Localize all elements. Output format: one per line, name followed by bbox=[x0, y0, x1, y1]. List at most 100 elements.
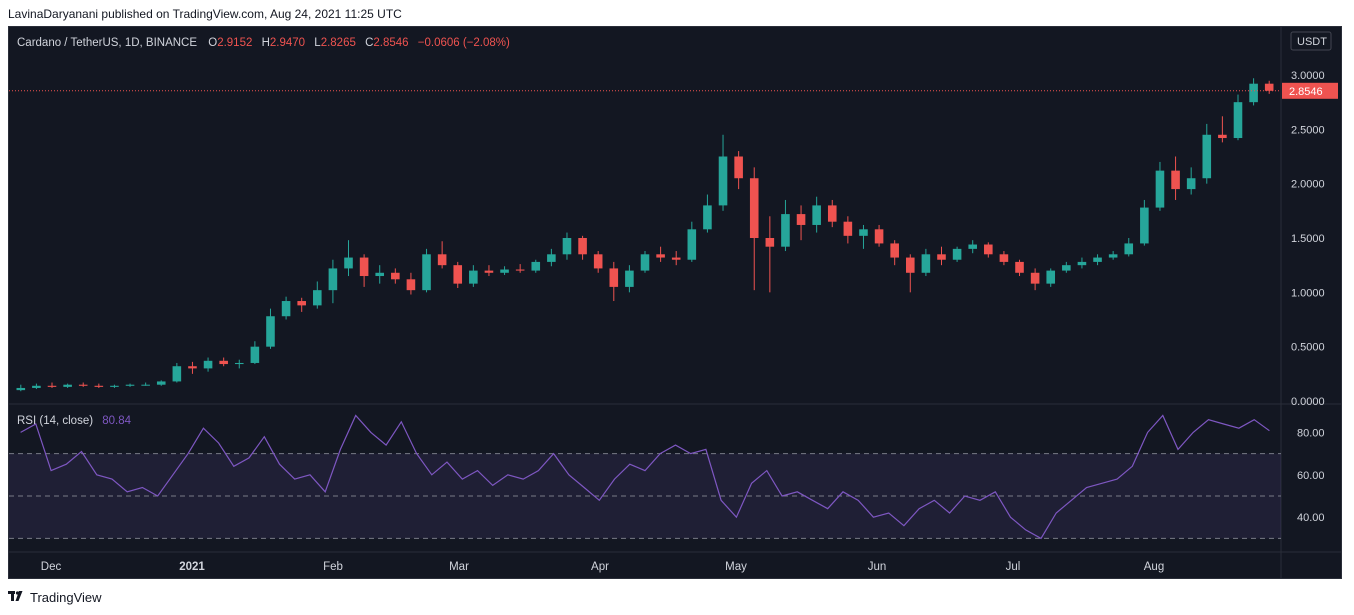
candle-body[interactable] bbox=[266, 316, 275, 347]
rsi-line[interactable] bbox=[20, 414, 1270, 540]
candle-body[interactable] bbox=[344, 257, 353, 269]
candle-body[interactable] bbox=[827, 205, 837, 222]
rsi-value: 80.84 bbox=[102, 415, 131, 427]
candle-body[interactable] bbox=[1077, 261, 1087, 266]
candle-body[interactable] bbox=[359, 257, 369, 277]
candle-body[interactable] bbox=[859, 229, 868, 236]
footer-brand[interactable]: TradingView bbox=[8, 590, 102, 605]
candle-body[interactable] bbox=[1093, 257, 1102, 262]
currency-badge[interactable] bbox=[1290, 31, 1332, 51]
candle-body[interactable] bbox=[593, 254, 603, 269]
candle-body[interactable] bbox=[47, 385, 57, 387]
candle-body[interactable] bbox=[1030, 272, 1040, 284]
candle-body[interactable] bbox=[375, 272, 385, 277]
candle-body[interactable] bbox=[1108, 254, 1118, 258]
candle-body[interactable] bbox=[796, 214, 806, 225]
rsi-axis[interactable]: 80.00 60.00 40.00 bbox=[1297, 427, 1325, 524]
candle-body[interactable] bbox=[1186, 178, 1196, 190]
candle-body[interactable] bbox=[905, 257, 915, 273]
candle-body[interactable] bbox=[843, 221, 853, 236]
price-tick-label: 1.5000 bbox=[1291, 233, 1325, 245]
candle-body[interactable] bbox=[437, 254, 447, 266]
candle-body[interactable] bbox=[578, 238, 587, 255]
candle-body[interactable] bbox=[1015, 261, 1024, 273]
chart-canvas[interactable]: 3.0000 2.5000 2.0000 1.5000 1.0000 0.5000 0.00… bbox=[9, 27, 1342, 579]
price-tick-label: 1.0000 bbox=[1291, 287, 1325, 299]
candle-body[interactable] bbox=[156, 381, 166, 385]
candle-body[interactable] bbox=[890, 243, 899, 258]
candle-body[interactable] bbox=[391, 272, 400, 280]
candle-body[interactable] bbox=[781, 214, 790, 247]
candle-body[interactable] bbox=[625, 270, 634, 287]
candle-body[interactable] bbox=[203, 360, 213, 369]
candle-body[interactable] bbox=[406, 279, 416, 291]
candle-body[interactable] bbox=[1264, 83, 1274, 91]
candle-body[interactable] bbox=[547, 254, 556, 262]
candle-body[interactable] bbox=[718, 156, 728, 206]
candle-body[interactable] bbox=[734, 156, 743, 179]
candle-body[interactable] bbox=[172, 366, 182, 382]
price-tick-label: 0.0000 bbox=[1291, 396, 1325, 408]
candle-body[interactable] bbox=[297, 301, 306, 306]
candle-body[interactable] bbox=[921, 254, 931, 273]
candle-body[interactable] bbox=[16, 387, 26, 391]
candle-body[interactable] bbox=[422, 254, 431, 291]
high-label: H bbox=[262, 37, 270, 49]
candle-body[interactable] bbox=[250, 346, 260, 363]
candle-body[interactable] bbox=[32, 385, 41, 388]
candle-body[interactable] bbox=[812, 205, 821, 225]
candle-body[interactable] bbox=[1233, 102, 1243, 139]
candle-body[interactable] bbox=[937, 254, 946, 260]
candle-body[interactable] bbox=[1218, 134, 1227, 139]
candle-body[interactable] bbox=[188, 366, 197, 369]
candle-body[interactable] bbox=[562, 238, 572, 255]
candle-body[interactable] bbox=[1124, 243, 1134, 255]
candle-body[interactable] bbox=[765, 238, 775, 247]
candle-body[interactable] bbox=[313, 290, 322, 306]
candle-body[interactable] bbox=[219, 360, 228, 365]
candle-body[interactable] bbox=[500, 269, 509, 273]
candle-body[interactable] bbox=[968, 244, 977, 249]
candle-body[interactable] bbox=[234, 362, 244, 365]
candle-body[interactable] bbox=[469, 270, 478, 284]
candle-body[interactable] bbox=[671, 257, 681, 260]
candle-body[interactable] bbox=[1202, 134, 1212, 179]
candle-body[interactable] bbox=[531, 261, 541, 271]
candle-body[interactable] bbox=[1140, 207, 1149, 244]
candle-body[interactable] bbox=[281, 301, 291, 317]
candle-body[interactable] bbox=[1249, 83, 1258, 103]
price-axis[interactable]: 3.0000 2.5000 2.0000 1.5000 1.0000 0.5000 0.00… bbox=[1291, 70, 1325, 408]
candlestick-series[interactable] bbox=[16, 78, 1274, 392]
candle-body[interactable] bbox=[640, 254, 650, 271]
candle-body[interactable] bbox=[110, 385, 119, 387]
candle-body[interactable] bbox=[609, 268, 619, 287]
candle-body[interactable] bbox=[141, 384, 150, 386]
candle-body[interactable] bbox=[984, 244, 993, 255]
chart-frame[interactable]: 3.0000 2.5000 2.0000 1.5000 1.0000 0.5000 0.00… bbox=[8, 26, 1342, 579]
open-label: O bbox=[208, 37, 217, 49]
candle-body[interactable] bbox=[952, 248, 962, 260]
close-label: C bbox=[365, 37, 373, 49]
candle-body[interactable] bbox=[453, 265, 463, 284]
candle-body[interactable] bbox=[874, 229, 884, 244]
candle-body[interactable] bbox=[1046, 270, 1056, 284]
last-price-badge bbox=[1282, 82, 1338, 99]
candle-body[interactable] bbox=[999, 254, 1009, 262]
candle-body[interactable] bbox=[1062, 265, 1071, 271]
candle-body[interactable] bbox=[125, 384, 135, 386]
candle-body[interactable] bbox=[687, 229, 697, 260]
rsi-tick-label: 40.00 bbox=[1297, 512, 1325, 524]
candle-body[interactable] bbox=[78, 384, 88, 386]
candle-body[interactable] bbox=[1155, 170, 1165, 208]
candle-body[interactable] bbox=[484, 270, 494, 273]
candle-body[interactable] bbox=[63, 384, 72, 387]
candle-body[interactable] bbox=[749, 178, 759, 238]
candle-body[interactable] bbox=[1171, 170, 1180, 190]
time-axis[interactable]: Dec 2021 Feb Mar Apr May Jun Jul Aug bbox=[41, 561, 1164, 573]
candle-body[interactable] bbox=[656, 254, 665, 258]
time-tick-label: Apr bbox=[591, 561, 609, 573]
candle-body[interactable] bbox=[94, 385, 104, 387]
candle-body[interactable] bbox=[328, 268, 338, 291]
candle-body[interactable] bbox=[515, 269, 525, 271]
candle-body[interactable] bbox=[703, 205, 712, 230]
